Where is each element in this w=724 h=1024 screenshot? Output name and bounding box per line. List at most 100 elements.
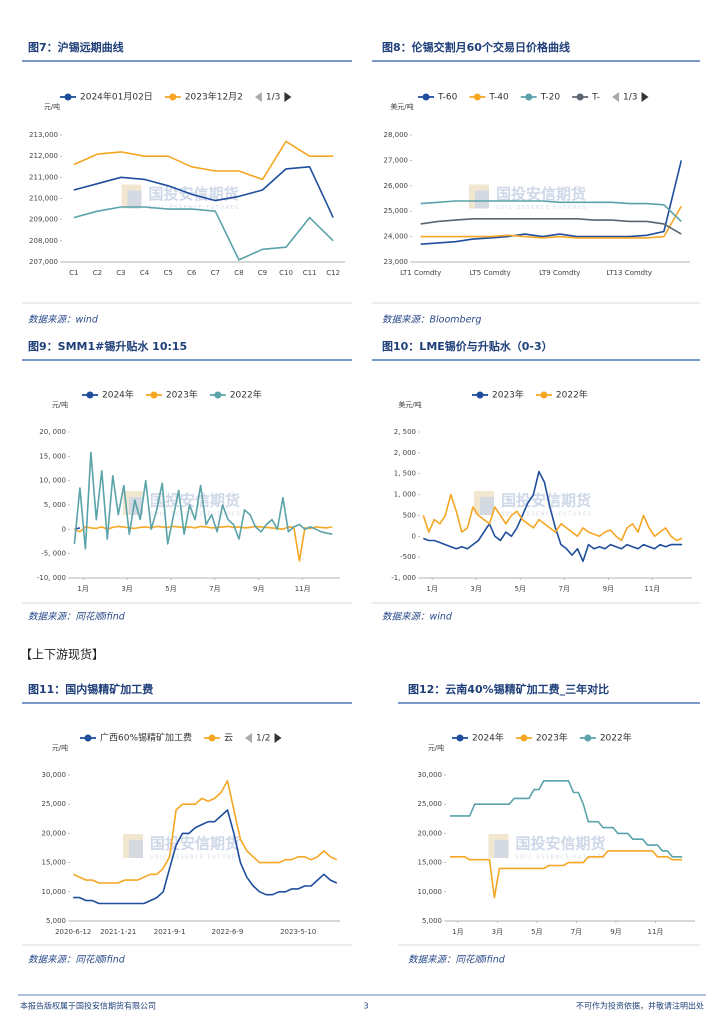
y-tick-label: 24,000	[384, 233, 409, 241]
y-tick-label: 0	[412, 532, 416, 540]
y-tick-label: 207,000	[29, 258, 58, 266]
y-tick-label: 30,000	[418, 771, 443, 779]
y-tick-label: 15,000	[42, 859, 67, 867]
legend-page: 1/3	[623, 93, 637, 103]
x-tick-label: 11月	[295, 585, 311, 593]
series-line	[450, 850, 683, 899]
watermark: 国投安信期货	[501, 492, 591, 510]
legend-marker	[86, 391, 94, 399]
series-line	[450, 780, 683, 858]
watermark-logo	[129, 840, 143, 858]
x-tick-label: 3月	[470, 585, 481, 593]
legend-marker	[456, 734, 464, 742]
y-tick-label: 28,000	[384, 131, 409, 139]
watermark-logo	[127, 190, 142, 209]
legend-label: 2024年01月02日	[80, 91, 153, 103]
legend-marker	[64, 93, 72, 101]
watermark-sub: SDIC ESSENCE FUTURES	[496, 205, 587, 211]
legend-marker	[584, 734, 592, 742]
x-tick-label: LT1 Comdty	[400, 269, 441, 277]
page-number: 3	[363, 1002, 368, 1011]
y-tick-label: 25,000	[384, 207, 409, 215]
y-tick-label: 5,000	[422, 917, 442, 925]
y-tick-label: -500	[400, 553, 416, 561]
watermark: 国投安信期货	[150, 835, 240, 853]
y-tick-label: 5, 000	[44, 501, 66, 509]
y-tick-label: 2, 000	[394, 449, 416, 457]
x-tick-label: 3月	[492, 928, 503, 936]
y-unit: 元/吨	[428, 743, 444, 752]
legend-label: 2022年	[556, 389, 588, 401]
y-tick-label: 500	[403, 511, 416, 519]
legend-marker	[422, 93, 430, 101]
x-tick-label: C8	[234, 269, 243, 277]
x-tick-label: C1	[69, 269, 78, 277]
chart-title: 图9：SMM1#锡升贴水 10:15	[28, 339, 187, 353]
x-tick-label: LT9 Comdty	[539, 269, 580, 277]
footer-left: 本报告版权属于国投安信期货有限公司	[20, 1001, 156, 1011]
series-line	[420, 160, 683, 245]
legend-next	[284, 92, 292, 102]
chart-title: 图7：沪锡远期曲线	[28, 40, 124, 54]
y-tick-label: -1, 000	[391, 574, 416, 582]
legend-marker	[208, 734, 216, 742]
y-tick-label: 210,000	[29, 195, 58, 203]
legend-marker	[525, 93, 533, 101]
series-line	[74, 525, 333, 562]
legend-label: 2023年12月2	[185, 91, 243, 103]
legend-marker	[520, 734, 528, 742]
x-tick-label: 2023-5-10	[280, 928, 316, 936]
y-tick-label: 211,000	[29, 173, 58, 181]
y-tick-label: 0	[62, 525, 66, 533]
watermark-sub: SDIC ESSENCE FUTURES	[150, 855, 241, 861]
legend-next	[641, 92, 649, 102]
legend-label: 2023年	[536, 732, 568, 744]
series-line	[73, 809, 338, 905]
chart-title: 图8：伦锡交割月60个交易日价格曲线	[382, 40, 570, 54]
legend-label: T-60	[437, 93, 458, 103]
x-tick-label: 5月	[514, 585, 525, 593]
watermark-logo	[494, 840, 509, 858]
x-tick-label: C12	[326, 269, 340, 277]
watermark-logo	[480, 497, 494, 515]
section-title: 【上下游现货】	[20, 647, 104, 662]
legend-prev	[254, 92, 262, 102]
chart-title: 图11：国内锡精矿加工费	[28, 682, 153, 696]
y-tick-label: 15,000	[418, 859, 443, 867]
legend-marker	[150, 391, 158, 399]
legend-label: 广西60%锡精矿加工费	[100, 732, 192, 744]
chart-title: 图12：云南40%锡精矿加工费_三年对比	[408, 682, 609, 696]
y-tick-label: 1, 000	[394, 491, 416, 499]
y-tick-label: 2, 500	[394, 428, 416, 436]
series-line	[420, 218, 682, 235]
watermark-sub: SDIC ESSENCE FUTURES	[516, 855, 607, 861]
legend-label: T-20	[540, 93, 561, 103]
legend-label: 2024年	[102, 389, 134, 401]
source: 数据来源：同花顺ifind	[408, 955, 506, 966]
watermark-sub: SDIC ESSENCE FUTURES	[149, 205, 240, 211]
legend-marker	[473, 93, 481, 101]
source: 数据来源：wind	[28, 315, 99, 326]
x-tick-label: 3月	[121, 585, 132, 593]
x-tick-label: C6	[187, 269, 197, 277]
x-tick-label: 7月	[571, 928, 582, 936]
y-tick-label: 212,000	[29, 152, 58, 160]
y-unit: 元/吨	[52, 743, 68, 752]
x-tick-label: C5	[163, 269, 172, 277]
watermark: 国投安信期货	[150, 492, 240, 510]
x-tick-label: C4	[140, 269, 150, 277]
chart-title: 图10：LME锡价与升贴水（0-3）	[382, 339, 553, 353]
legend-label: 2022年	[230, 389, 262, 401]
y-tick-label: 20, 000	[39, 428, 66, 436]
x-tick-label: C2	[93, 269, 102, 277]
x-tick-label: LT13 Comdty	[606, 269, 652, 277]
x-tick-label: 11月	[644, 585, 660, 593]
x-tick-label: 9月	[603, 585, 614, 593]
y-tick-label: 213,000	[29, 131, 58, 139]
x-tick-label: 1月	[77, 585, 88, 593]
y-unit: 美元/吨	[390, 102, 413, 111]
watermark-logo	[475, 190, 489, 209]
legend-marker	[169, 93, 177, 101]
series-line	[73, 451, 333, 550]
y-tick-label: 10,000	[42, 888, 67, 896]
